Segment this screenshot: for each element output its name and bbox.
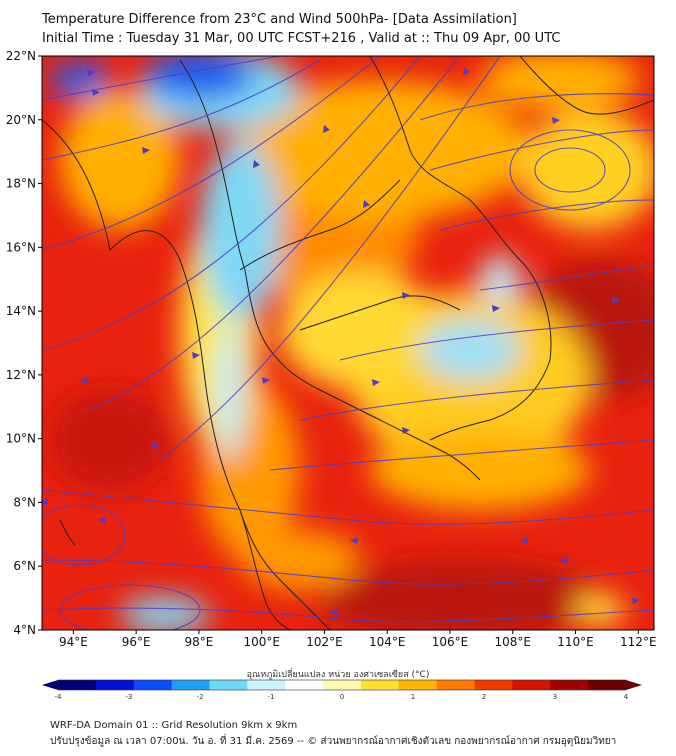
colorbar-swatch: [209, 680, 248, 690]
colorbar-outline: [57, 679, 627, 691]
country-borders: [42, 56, 654, 630]
colorbar-swatch: [474, 680, 513, 690]
lat-tick-label: 6°N: [13, 559, 36, 573]
wind-streamlines: [42, 56, 654, 630]
lon-tick-label: 110°E: [557, 635, 594, 649]
lon-tick-label: 104°E: [369, 635, 406, 649]
lat-tick-label: 10°N: [6, 432, 36, 446]
footer-credit: ปรับปรุงข้อมูล ณ เวลา 07:00น. วัน อ. ที่…: [50, 736, 617, 747]
colorbar-tick-label: 4: [624, 693, 629, 701]
colorbar-swatch: [285, 680, 324, 690]
lat-tick-label: 20°N: [6, 113, 36, 127]
wind-arrows: [40, 67, 640, 616]
lon-tick-label: 108°E: [495, 635, 532, 649]
footer-model-info: WRF-DA Domain 01 :: Grid Resolution 9km …: [50, 720, 298, 731]
colorbar-tick-label: 0: [340, 693, 344, 701]
colorbar-swatch: [247, 680, 286, 690]
colorbar-tick-label: 2: [482, 693, 486, 701]
lon-tick-label: 112°E: [620, 635, 657, 649]
lat-tick-label: 8°N: [13, 495, 36, 509]
colorbar-tick-label: -3: [126, 693, 133, 701]
colorbar-swatch: [95, 680, 135, 690]
colorbar: -4 -3 -2 -1 0 1 2 3 4: [42, 679, 642, 701]
map-frame: [41, 55, 655, 631]
map-title: Temperature Difference from 23°C and Win…: [42, 12, 517, 27]
lat-tick-label: 4°N: [13, 623, 36, 637]
longitude-axis: 94°E 96°E 98°E 100°E 102°E 104°E 106°E 108°E 110…: [59, 630, 657, 649]
colorbar-tick-label: -1: [268, 693, 275, 701]
colorbar-tick-label: -2: [197, 693, 204, 701]
lon-tick-label: 96°E: [122, 635, 151, 649]
colorbar-swatch: [323, 680, 362, 690]
colorbar-tick-label: -4: [55, 693, 63, 701]
colorbar-tick-label: 1: [411, 693, 415, 701]
lon-tick-label: 106°E: [432, 635, 469, 649]
colorbar-swatch: [133, 680, 173, 690]
map-subtitle: Initial Time : Tuesday 31 Mar, 00 UTC FC…: [42, 31, 561, 46]
colorbar-tick-label: 3: [553, 693, 557, 701]
lat-tick-label: 22°N: [6, 49, 36, 63]
colorbar-swatch: [436, 680, 476, 690]
colorbar-swatch: [550, 680, 589, 690]
colorbar-min-extend: [42, 680, 58, 690]
colorbar-max-extend: [626, 680, 642, 690]
lon-tick-label: 94°E: [59, 635, 88, 649]
lat-tick-label: 18°N: [6, 177, 36, 191]
colorbar-label: อุณหภูมิเปลี่ยนแปลง หน่วย องศาเซลเซียส (…: [246, 670, 430, 680]
colorbar-swatch: [588, 680, 627, 690]
colorbar-swatch: [398, 680, 438, 690]
colorbar-swatch: [360, 680, 400, 690]
lon-tick-label: 102°E: [306, 635, 343, 649]
lat-tick-label: 14°N: [6, 304, 36, 318]
temperature-field: [42, 56, 654, 630]
colorbar-swatch: [512, 680, 551, 690]
lat-tick-label: 16°N: [6, 240, 36, 254]
lat-tick-label: 12°N: [6, 368, 36, 382]
latitude-axis: 22°N 20°N 18°N 16°N 14°N 12°N 10°N 8°N 6°N 4°N: [6, 49, 42, 637]
lon-tick-label: 100°E: [243, 635, 280, 649]
lon-tick-label: 98°E: [184, 635, 213, 649]
colorbar-swatch: [58, 680, 97, 690]
colorbar-swatch: [171, 680, 210, 690]
